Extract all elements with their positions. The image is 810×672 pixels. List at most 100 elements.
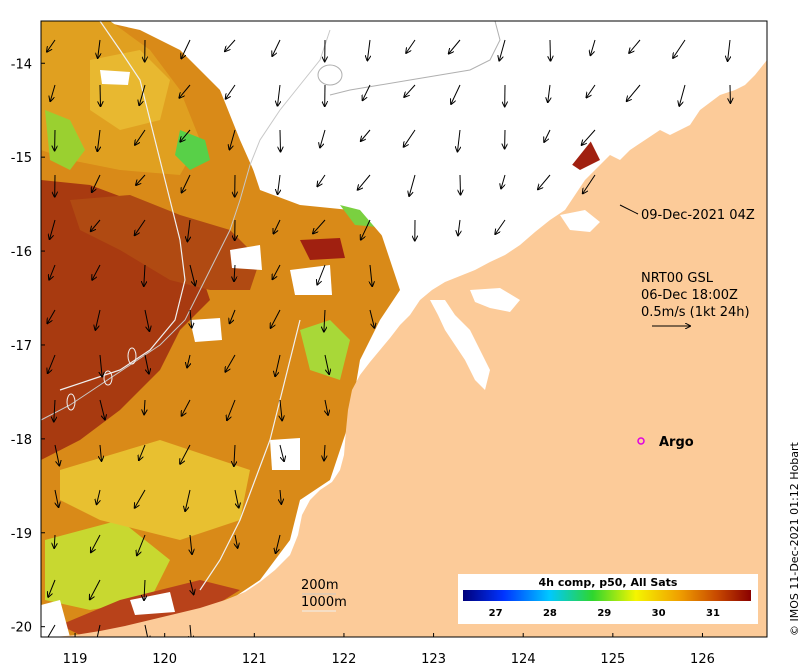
current-arrow: [185, 489, 191, 511]
y-tick-label: -15: [11, 151, 32, 166]
current-arrow: [538, 174, 551, 189]
current-arrow: [54, 399, 55, 422]
current-arrow: [90, 579, 101, 599]
current-arrow: [48, 579, 56, 597]
current-arrow: [324, 354, 329, 374]
current-arrow: [275, 354, 281, 376]
current-arrow: [361, 219, 371, 240]
current-arrow: [190, 534, 192, 554]
current-arrow: [369, 309, 374, 328]
sst-ne-spot-3: [300, 238, 345, 260]
current-arrow: [495, 219, 506, 234]
current-arrow: [137, 534, 146, 555]
current-arrow: [54, 489, 59, 507]
current-arrow: [92, 174, 101, 192]
x-tick-label: 121: [242, 652, 267, 667]
sst-mid-patch: [90, 50, 170, 130]
current-arrow: [227, 399, 236, 420]
current-arrow: [97, 129, 100, 151]
current-arrow: [361, 129, 371, 141]
current-arrow: [230, 309, 236, 323]
current-arrow: [180, 444, 191, 464]
current-arrow: [280, 399, 282, 420]
king-sound-east: [470, 288, 520, 312]
current-arrow: [679, 84, 686, 106]
current-arrow: [47, 39, 56, 52]
cloud-gap-2: [230, 245, 262, 270]
current-arrow: [320, 129, 326, 147]
cloud-gap-1: [100, 70, 130, 85]
current-arrow: [451, 84, 461, 104]
current-arrow: [458, 219, 460, 235]
current-arrow: [279, 444, 284, 461]
current-arrow: [404, 84, 416, 97]
x-tick-label: 123: [421, 652, 446, 667]
sst-mid-south: [60, 440, 250, 540]
current-arrow: [135, 489, 146, 508]
current-scale: 0.5m/s (1kt 24h): [641, 305, 750, 320]
sst-hot-north: [70, 195, 260, 290]
cloud-gaps: [41, 21, 767, 637]
y-tick-label: -19: [11, 527, 32, 542]
current-arrow: [280, 129, 281, 152]
current-arrow: [230, 129, 236, 149]
credit-text: © IMOS 11-Dec-2021 01:12 Hobart: [788, 441, 801, 636]
current-arrow: [276, 534, 281, 553]
sst-greenish-coast: [300, 320, 350, 380]
colorbar-tick-label: 27: [489, 608, 503, 619]
current-arrow: [54, 534, 55, 548]
current-arrow: [100, 354, 102, 377]
current-arrow: [313, 219, 326, 233]
current-arrow: [358, 174, 371, 190]
current-arrow: [182, 399, 191, 416]
current-arrow: [100, 84, 101, 106]
current-arrow: [278, 174, 280, 194]
x-tick-label: 126: [690, 652, 715, 667]
current-arrow: [370, 264, 372, 286]
bathymetry-contours: [41, 21, 501, 591]
current-arrow: [317, 264, 326, 285]
current-arrow: [98, 39, 100, 58]
current-arrow: [190, 309, 192, 328]
current-arrow: [96, 624, 101, 637]
colorbar-title: 4h comp, p50, All Sats: [539, 576, 678, 589]
current-arrow: [544, 129, 551, 142]
contour-200m-label: 200m: [301, 578, 338, 593]
current-arrow: [144, 579, 145, 600]
land-mass: [55, 60, 767, 637]
colorbar-tick-label: 29: [597, 608, 611, 619]
cloud-gap-north: [210, 21, 767, 270]
current-arrow: [144, 399, 145, 414]
current-arrow: [280, 489, 281, 504]
current-arrow: [728, 39, 730, 61]
current-arrow: [179, 84, 191, 98]
x-axis: 119 120 121 122 123 124 125 126: [63, 633, 715, 667]
current-arrow: [324, 444, 325, 460]
argo-float-marker[interactable]: [637, 437, 645, 445]
current-arrow: [139, 84, 146, 105]
current-arrow: [226, 84, 236, 99]
contour-1000m-south: [199, 319, 301, 591]
current-arrow: [409, 174, 416, 196]
current-arrow: [582, 129, 596, 145]
current-arrow: [225, 39, 236, 51]
current-arrow: [499, 39, 506, 61]
current-arrow: [50, 219, 56, 239]
current-arrow: [135, 219, 146, 235]
current-arrow: [190, 579, 194, 594]
current-arrow: [629, 39, 641, 53]
current-title: NRT00 GSL: [641, 271, 714, 286]
king-sound: [430, 300, 490, 390]
current-arrow: [135, 129, 146, 145]
date-label: 09-Dec-2021 04Z: [641, 208, 755, 223]
x-tick-label: 125: [600, 652, 625, 667]
current-arrow: [99, 399, 105, 420]
current-arrow: [144, 264, 145, 286]
current-arrow: [189, 264, 195, 285]
current-arrow: [48, 354, 56, 373]
x-tick-label: 119: [63, 652, 88, 667]
current-arrow: [144, 354, 149, 374]
current-arrow: [550, 39, 551, 61]
x-tick-label: 120: [152, 652, 177, 667]
